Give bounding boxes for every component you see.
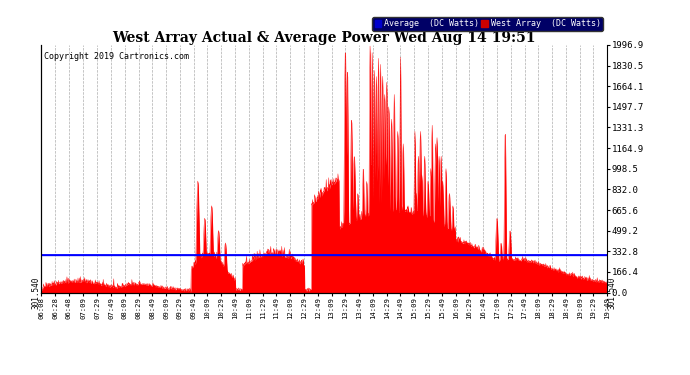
- Text: 301.540: 301.540: [608, 276, 617, 309]
- Title: West Array Actual & Average Power Wed Aug 14 19:51: West Array Actual & Average Power Wed Au…: [112, 31, 536, 45]
- Text: 301.540: 301.540: [32, 276, 41, 309]
- Text: Copyright 2019 Cartronics.com: Copyright 2019 Cartronics.com: [44, 53, 189, 62]
- Legend: Average  (DC Watts), West Array  (DC Watts): Average (DC Watts), West Array (DC Watts…: [372, 17, 603, 31]
